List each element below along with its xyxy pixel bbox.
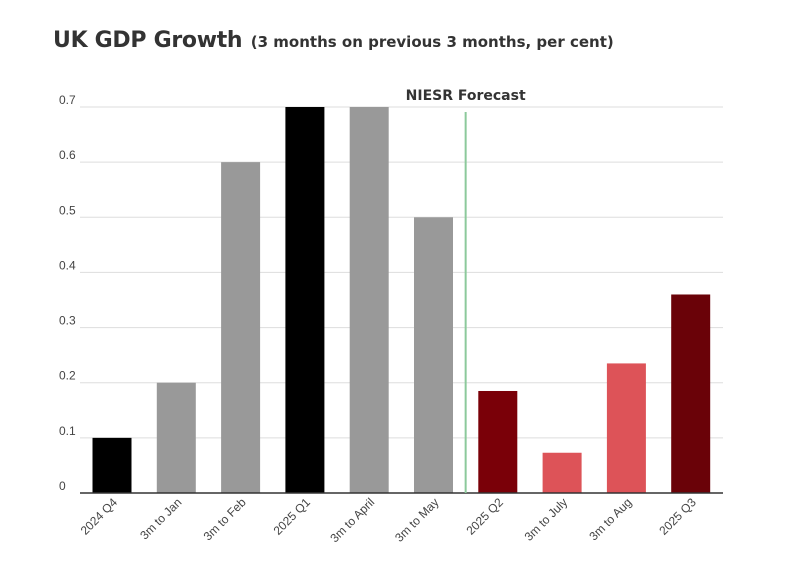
bar — [92, 437, 132, 493]
y-tick-label: 0.3 — [59, 314, 76, 328]
y-tick-label: 0.2 — [59, 369, 76, 383]
x-category-label: 3m to April — [327, 495, 377, 545]
x-category-label: 2025 Q1 — [271, 495, 314, 538]
bar — [285, 107, 325, 493]
bar — [349, 107, 389, 493]
x-category-label: 3m to July — [522, 495, 571, 544]
x-category-label: 2024 Q4 — [78, 495, 121, 538]
y-tick-label: 0.6 — [59, 148, 76, 162]
y-tick-label: 0.1 — [59, 424, 76, 438]
x-category-label: 3m to Aug — [586, 495, 634, 543]
chart-subtitle: (3 months on previous 3 months, per cent… — [250, 33, 614, 51]
x-category-label: 3m to Jan — [137, 495, 184, 542]
forecast-label: NIESR Forecast — [406, 88, 526, 104]
x-category-label: 3m to Feb — [201, 495, 249, 543]
x-category-label: 2025 Q3 — [656, 495, 699, 538]
bar — [414, 217, 453, 494]
bar — [542, 452, 582, 493]
bar — [671, 294, 711, 493]
chart-title-row: UK GDP Growth (3 months on previous 3 mo… — [53, 28, 614, 53]
bar — [606, 363, 646, 493]
y-tick-label: 0.7 — [59, 93, 76, 107]
bar — [156, 382, 196, 493]
bar — [221, 162, 261, 493]
y-tick-label: 0.4 — [59, 258, 76, 272]
x-category-label: 2025 Q2 — [463, 495, 506, 538]
y-tick-label: 0.5 — [59, 203, 76, 217]
chart-title: UK GDP Growth — [53, 28, 243, 53]
x-category-label: 3m to May — [392, 495, 442, 545]
bar — [478, 390, 518, 493]
y-tick-label: 0 — [59, 479, 66, 493]
